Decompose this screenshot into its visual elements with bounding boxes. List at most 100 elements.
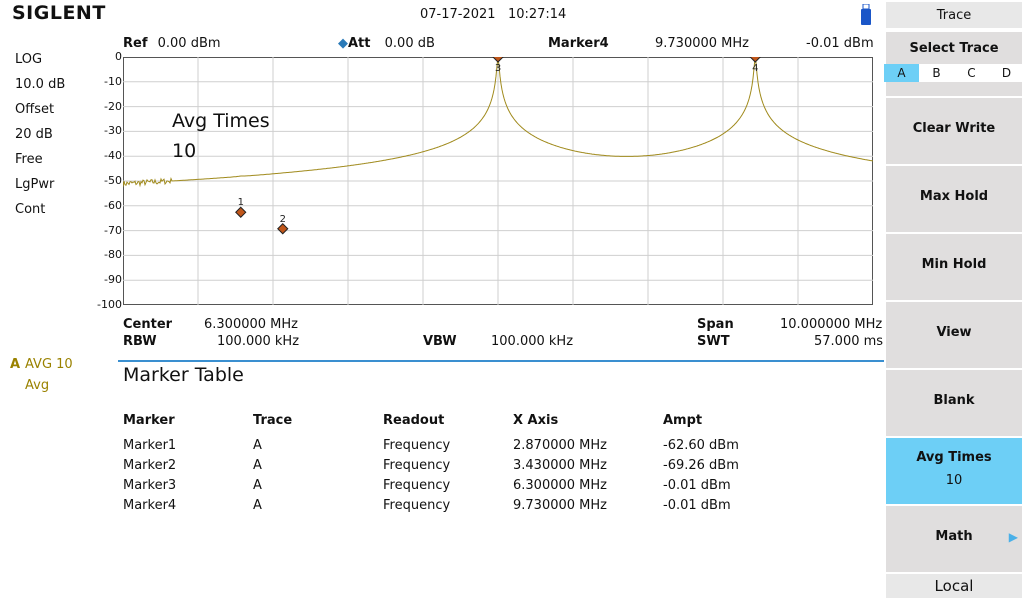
datetime: 07-17-2021 10:27:14 xyxy=(420,7,567,22)
avg-times-button[interactable]: Avg Times 10 xyxy=(886,438,1022,504)
divider xyxy=(118,360,884,362)
table-cell: -0.01 dBm xyxy=(663,478,731,493)
span-value: 10.000000 MHz xyxy=(780,317,883,332)
trace-type: Avg xyxy=(25,378,50,393)
y-tick-label: -100 xyxy=(97,298,122,311)
marker-diamond-3 xyxy=(492,57,504,63)
table-cell: A xyxy=(253,458,262,473)
table-cell: Frequency xyxy=(383,458,451,473)
menu-title: Trace xyxy=(886,2,1022,28)
active-marker-ampl: -0.01 dBm xyxy=(806,36,874,51)
marker-diamond-4 xyxy=(749,57,761,63)
center-value: 6.300000 MHz xyxy=(204,317,298,332)
offset-label: Offset xyxy=(15,102,55,117)
scale-div: 10.0 dB xyxy=(15,77,66,92)
y-tick-label: -50 xyxy=(104,174,122,187)
spectrum-plot[interactable]: 1 2 3 4 xyxy=(123,57,873,305)
submenu-arrow-icon: ▶ xyxy=(1008,530,1018,544)
marker-diamond-2 xyxy=(277,223,289,235)
clear-write-button[interactable]: Clear Write xyxy=(886,98,1022,164)
table-cell: A xyxy=(253,438,262,453)
table-cell: A xyxy=(253,478,262,493)
marker-label-1: 1 xyxy=(238,197,244,208)
math-button[interactable]: Math ▶ xyxy=(886,506,1022,572)
y-tick-label: -20 xyxy=(104,99,122,113)
marker-diamond-1 xyxy=(235,206,247,218)
y-tick-label: -40 xyxy=(104,149,122,163)
markers: 1 2 3 4 xyxy=(235,57,761,235)
marker-label-4: 4 xyxy=(752,63,758,74)
col-header-ampt: Ampt xyxy=(663,413,703,428)
trace-option-b[interactable]: B xyxy=(932,66,941,80)
grid xyxy=(123,57,873,305)
swt-value: 57.000 ms xyxy=(814,334,884,349)
table-cell: 2.870000 MHz xyxy=(513,438,607,453)
annotation-line-1: Avg Times xyxy=(172,110,270,132)
y-tick-label: -70 xyxy=(104,223,122,237)
table-cell: Marker3 xyxy=(123,478,177,493)
table-cell: -69.26 dBm xyxy=(663,458,739,473)
trace-option-c[interactable]: C xyxy=(967,66,976,80)
trace-selector: A B C D xyxy=(884,64,1024,82)
view-button[interactable]: View xyxy=(886,302,1022,368)
table-cell: 6.300000 MHz xyxy=(513,478,607,493)
table-cell: Marker4 xyxy=(123,498,177,513)
col-header-x-axis: X Axis xyxy=(513,413,559,428)
ref-value: 0.00 dBm xyxy=(157,36,221,51)
att-label: Att xyxy=(348,36,371,51)
y-tick-label: -30 xyxy=(104,124,122,138)
offset-value: 20 dB xyxy=(15,127,53,142)
vbw-value: 100.000 kHz xyxy=(491,334,574,349)
avg-times-value: 10 xyxy=(945,473,963,488)
col-header-readout: Readout xyxy=(383,413,445,428)
marker-label-3: 3 xyxy=(495,63,501,74)
swt-label: SWT xyxy=(697,334,730,349)
y-tick-label: -60 xyxy=(104,198,122,212)
trace-a-line xyxy=(123,57,873,188)
y-tick-label: -90 xyxy=(104,273,122,287)
table-cell: -62.60 dBm xyxy=(663,438,739,453)
brand-logo: SIGLENT xyxy=(12,2,106,24)
table-cell: -0.01 dBm xyxy=(663,498,731,513)
rbw-value: 100.000 kHz xyxy=(217,334,300,349)
vbw-label: VBW xyxy=(423,334,457,349)
softkey-menu: Trace Select Trace A B C D Clear Write M… xyxy=(884,0,1024,600)
table-cell: Marker2 xyxy=(123,458,177,473)
trace-option-a[interactable]: A xyxy=(884,64,919,82)
trace-option-d[interactable]: D xyxy=(1001,66,1012,80)
ref-level: Ref 0.00 dBm xyxy=(123,36,221,51)
scale-type: LOG xyxy=(15,52,43,67)
select-trace-label: Select Trace xyxy=(909,41,999,56)
math-label: Math xyxy=(935,529,973,544)
ref-label: Ref xyxy=(123,36,148,51)
avg-times-annotation: Avg Times 10 xyxy=(172,106,270,166)
table-cell: Frequency xyxy=(383,498,451,513)
trigger-mode: Free xyxy=(15,152,43,167)
table-cell: Frequency xyxy=(383,438,451,453)
table-cell: 9.730000 MHz xyxy=(513,498,607,513)
marker-table-title: Marker Table xyxy=(123,364,244,386)
trace-tag: A xyxy=(10,357,21,372)
span-label: Span xyxy=(697,317,734,332)
blank-button[interactable]: Blank xyxy=(886,370,1022,436)
status-bar: SIGLENT 07-17-2021 10:27:14 xyxy=(0,0,884,30)
table-cell: 3.430000 MHz xyxy=(513,458,607,473)
center-label: Center xyxy=(123,317,173,332)
local-button[interactable]: Local xyxy=(886,574,1022,598)
rbw-label: RBW xyxy=(123,334,157,349)
table-cell: A xyxy=(253,498,262,513)
y-tick-label: -80 xyxy=(104,248,122,262)
table-cell: Marker1 xyxy=(123,438,177,453)
diamond-icon: ◆ xyxy=(338,36,348,51)
active-marker-freq: 9.730000 MHz xyxy=(655,36,749,51)
min-hold-button[interactable]: Min Hold xyxy=(886,234,1022,300)
annotation-line-2: 10 xyxy=(172,140,197,162)
attenuation: ◆Att 0.00 dB xyxy=(338,36,435,51)
y-tick-label: -10 xyxy=(104,74,122,88)
y-tick-label: 0 xyxy=(115,50,122,63)
max-hold-button[interactable]: Max Hold xyxy=(886,166,1022,232)
avg-times-label: Avg Times xyxy=(916,450,992,465)
col-header-trace: Trace xyxy=(253,413,293,428)
sweep-mode: Cont xyxy=(15,202,46,217)
trace-mode: AVG 10 xyxy=(25,357,73,372)
